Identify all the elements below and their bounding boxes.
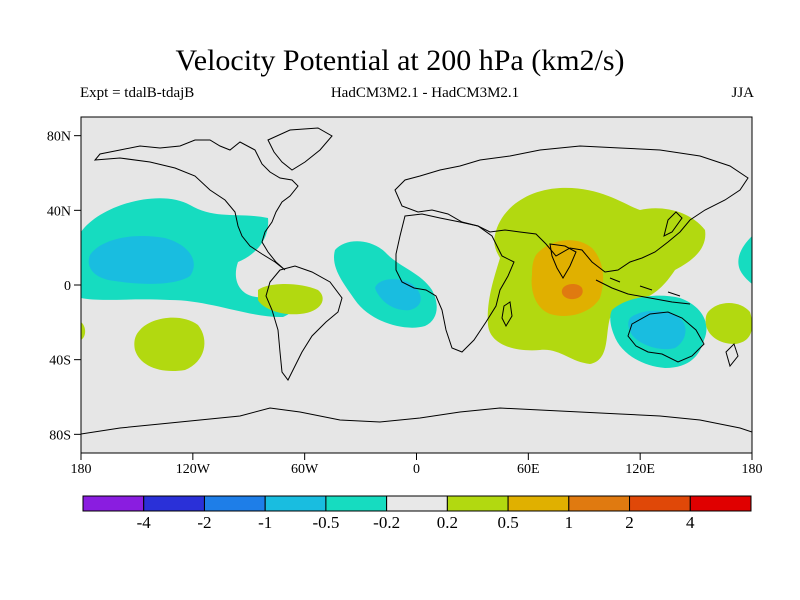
- colorbar-swatch: [82, 495, 145, 512]
- colorbar-label: -1: [258, 513, 272, 532]
- lat-tick-label: 80N: [47, 130, 71, 145]
- colorbar-swatch: [507, 495, 570, 512]
- season-label: JJA: [731, 85, 754, 101]
- colorbar-label: -0.2: [373, 513, 400, 532]
- coast-south-america: [265, 265, 343, 381]
- colorbar-swatch: [203, 495, 266, 512]
- colorbar: -4 -2 -1 -0.5 -0.2 0.2 0.5 1 2 4: [82, 495, 752, 532]
- contour-fields: [81, 187, 752, 372]
- contour-asia-pos-05: [531, 240, 604, 317]
- coast-indonesia: [595, 277, 691, 305]
- contour-asia-pos-1: [561, 284, 583, 300]
- lat-tick-label: 40S: [49, 354, 71, 369]
- colorbar-label: 4: [686, 513, 695, 532]
- coast-greenland: [267, 127, 333, 171]
- colorbar-label: 0.5: [497, 513, 518, 532]
- coast-new-zealand: [725, 343, 739, 368]
- coast-madagascar: [501, 301, 513, 328]
- coast-japan: [663, 211, 683, 237]
- coast-north-america: [93, 139, 299, 271]
- lon-tick-label: 180: [742, 462, 763, 477]
- contour-australia-neg-05: [628, 310, 686, 350]
- contour-eastedge-neg: [738, 236, 752, 284]
- colorbar-swatch: [325, 495, 388, 512]
- colorbar-swatch: [629, 495, 691, 512]
- colorbar-label: -0.5: [312, 513, 339, 532]
- colorbar-swatch: [386, 495, 448, 512]
- colorbar-swatch: [568, 495, 631, 512]
- colorbar-swatch: [446, 495, 509, 512]
- experiment-label: Expt = tdalB-tdajB: [80, 85, 195, 101]
- colorbar-swatch: [143, 495, 205, 512]
- map-title: Velocity Potential at 200 hPa (km2/s): [175, 44, 625, 77]
- colorbar-swatch: [689, 495, 752, 512]
- coastlines: [81, 127, 752, 435]
- contour-southpacific-pos: [134, 317, 205, 372]
- lon-tick-label: 120E: [625, 462, 655, 477]
- contour-atlantic-neg-05: [375, 279, 421, 311]
- lon-tick-label: 60E: [517, 462, 540, 477]
- lon-tick-label: 120W: [176, 462, 211, 477]
- colorbar-label: -2: [197, 513, 211, 532]
- coast-india: [549, 243, 577, 279]
- contour-swpacific-pos: [705, 303, 752, 344]
- longitude-ticks: 180 120W 60W 0 60E 120E 180: [71, 453, 763, 477]
- colorbar-label: 2: [625, 513, 634, 532]
- coast-antarctica: [81, 407, 752, 435]
- lon-tick-label: 60W: [291, 462, 319, 477]
- colorbar-label: 0.2: [437, 513, 458, 532]
- colorbar-label: -4: [137, 513, 152, 532]
- coast-africa: [395, 213, 515, 353]
- colorbar-label: 1: [565, 513, 574, 532]
- contour-samerica-pos: [258, 284, 323, 315]
- lat-tick-label: 0: [64, 279, 71, 294]
- coast-australia: [627, 311, 705, 363]
- model-label: HadCM3M2.1 - HadCM3M2.1: [330, 85, 520, 101]
- colorbar-swatch: [264, 495, 327, 512]
- contour-leftedge-pos: [81, 322, 86, 340]
- coast-eurasia: [394, 145, 749, 273]
- contour-pacific-neg-05: [88, 235, 194, 284]
- lat-tick-label: 40N: [47, 204, 71, 219]
- lon-tick-label: 180: [71, 462, 92, 477]
- latitude-ticks: 80N 40N 0 40S 80S: [47, 130, 81, 443]
- lat-tick-label: 80S: [49, 428, 71, 443]
- lon-tick-label: 0: [413, 462, 420, 477]
